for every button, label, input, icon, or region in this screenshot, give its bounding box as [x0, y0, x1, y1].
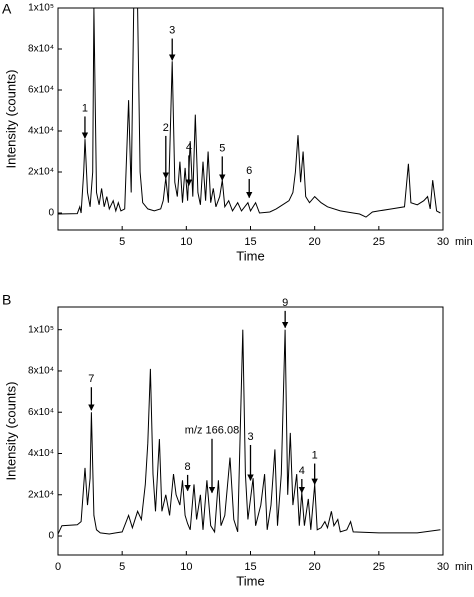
y-tick-label: 8x10⁴: [28, 44, 54, 55]
annotation-label: 4: [299, 465, 305, 477]
y-tick-label: 1x10⁵: [28, 324, 54, 335]
x-tick-label: 15: [244, 561, 256, 573]
x-unit: min: [455, 236, 473, 248]
y-tick-label: 6x10⁴: [28, 407, 54, 418]
y-tick-label: 4x10⁴: [28, 126, 54, 137]
annotation-label: m/z 166.08: [185, 425, 239, 437]
x-tick-label: 20: [309, 236, 321, 248]
annotation-label: 3: [247, 431, 253, 443]
annotation-label: 9: [282, 297, 288, 309]
x-tick-label: 30: [437, 561, 449, 573]
annotation-label: 8: [185, 461, 191, 473]
x-tick-label: 5: [119, 561, 125, 573]
annotation-label: 4: [186, 141, 192, 153]
trace: [58, 8, 441, 218]
plot-frame: [57, 7, 444, 231]
y-tick-label: 6x10⁴: [28, 85, 54, 96]
annotation-label: 3: [169, 24, 175, 36]
x-unit: min: [455, 561, 473, 573]
annotation-label: 1: [312, 449, 318, 461]
y-axis-label: Intensity (counts): [3, 382, 18, 481]
x-tick-label: 30: [437, 236, 449, 248]
y-tick-label: 4x10⁴: [28, 448, 54, 459]
x-tick-label: 0: [55, 561, 61, 573]
y-tick-label: 2x10⁴: [28, 167, 54, 178]
x-axis-label: Time: [236, 573, 264, 588]
panel-label: B: [2, 292, 11, 308]
y-tick-label: 0: [48, 208, 54, 219]
x-tick-label: 20: [309, 561, 321, 573]
y-tick-label: 0: [48, 531, 54, 542]
annotation-label: 5: [219, 142, 225, 154]
annotation-label: 6: [246, 165, 252, 177]
annotation-label: 7: [88, 373, 94, 385]
x-tick-label: 25: [373, 236, 385, 248]
panel-label: A: [2, 1, 12, 17]
y-tick-label: 2x10⁴: [28, 489, 54, 500]
x-axis-label: Time: [236, 248, 264, 263]
trace: [58, 329, 441, 535]
x-tick-label: 10: [180, 236, 192, 248]
annotation-label: 2: [163, 122, 169, 134]
x-tick-label: 15: [244, 236, 256, 248]
x-tick-label: 25: [373, 561, 385, 573]
annotation-label: 1: [82, 102, 88, 114]
y-tick-label: 1x10⁵: [28, 3, 54, 14]
x-tick-label: 5: [119, 236, 125, 248]
y-axis-label: Intensity (counts): [3, 70, 18, 169]
y-tick-label: 8x10⁴: [28, 366, 54, 377]
x-tick-label: 10: [180, 561, 192, 573]
